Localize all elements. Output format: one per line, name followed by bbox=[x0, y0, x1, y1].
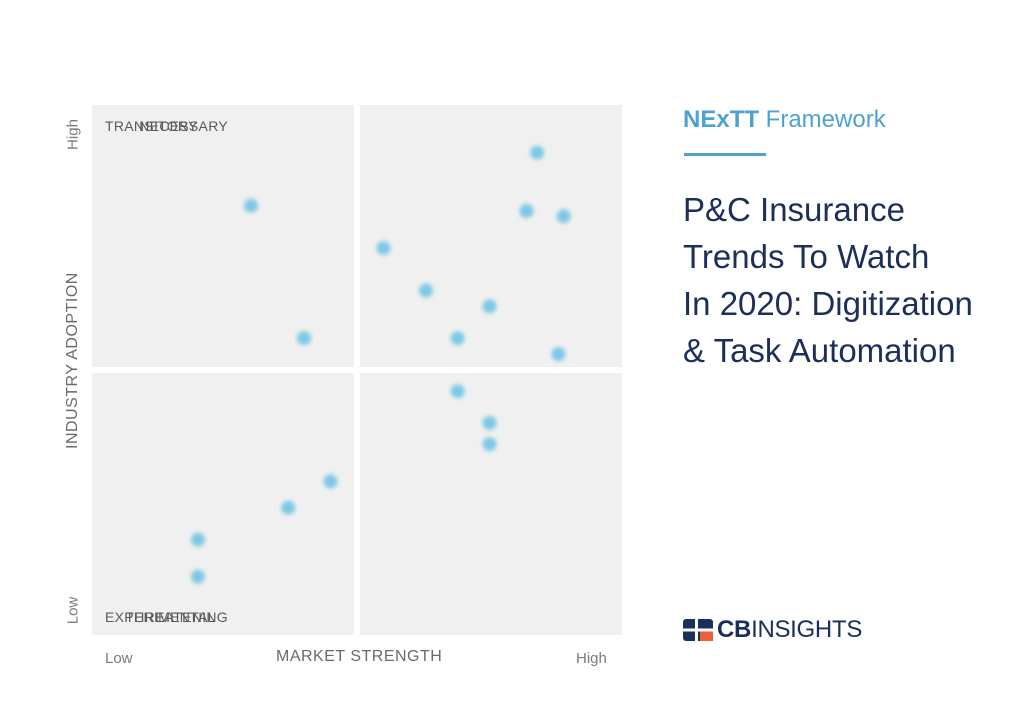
quadrant-label-threatening: THREATENING bbox=[125, 609, 228, 625]
title-divider bbox=[684, 153, 766, 156]
scatter-point-11 bbox=[450, 384, 465, 399]
y-axis-low-label: Low bbox=[64, 596, 82, 625]
headline-line: Trends To Watch bbox=[683, 238, 930, 275]
quadrant-label-transitory: TRANSITORY bbox=[105, 118, 198, 134]
scatter-point-16 bbox=[191, 532, 205, 547]
scatter-point-1 bbox=[530, 145, 545, 160]
quadrant-label-experimental: EXPERIMENTAL bbox=[105, 609, 216, 625]
scatter-point-10 bbox=[551, 347, 566, 362]
headline-line: & Task Automation bbox=[683, 332, 956, 369]
scatter-point-8 bbox=[297, 331, 311, 346]
scatter-point-12 bbox=[482, 416, 497, 430]
x-axis-low-label: Low bbox=[105, 650, 133, 667]
scatter-plot bbox=[191, 145, 571, 584]
scatter-point-2 bbox=[519, 204, 534, 218]
headline-line: In 2020: Digitization bbox=[683, 285, 973, 322]
framework-title-rest: Framework bbox=[759, 106, 886, 133]
chart: TRANSITORY NECESSARY EXPERIMENTAL THREAT… bbox=[64, 105, 622, 667]
scatter-point-17 bbox=[191, 569, 205, 584]
scatter-point-9 bbox=[450, 331, 465, 346]
scatter-point-13 bbox=[482, 437, 497, 452]
scatter-point-7 bbox=[482, 299, 497, 314]
x-axis-high-label: High bbox=[576, 650, 607, 667]
framework-title-bold: NExTT bbox=[683, 106, 760, 133]
scatter-point-3 bbox=[556, 209, 571, 224]
y-axis-title: INDUSTRY ADOPTION bbox=[64, 272, 81, 449]
headline-line: P&C Insurance bbox=[683, 191, 905, 228]
logo-cb: CB bbox=[717, 616, 752, 643]
scatter-point-14 bbox=[323, 474, 338, 489]
framework-title: NExTT Framework bbox=[683, 106, 886, 134]
quadrant-label-necessary: NECESSARY bbox=[139, 118, 228, 134]
headline: P&C Insurance Trends To Watch In 2020: D… bbox=[683, 186, 1013, 374]
scatter-point-6 bbox=[418, 283, 433, 298]
quadrant-top-left bbox=[92, 105, 354, 367]
scatter-point-15 bbox=[281, 500, 296, 515]
cbinsights-mark-icon bbox=[683, 619, 713, 641]
y-axis-high-label: High bbox=[64, 119, 82, 150]
quadrant-top-right bbox=[360, 105, 622, 367]
cbinsights-logo: CBINSIGHTS bbox=[683, 616, 863, 643]
scatter-point-4 bbox=[244, 198, 258, 213]
quadrant-bottom-left bbox=[92, 373, 354, 635]
scatter-point-5 bbox=[376, 241, 391, 256]
x-axis-title: MARKET STRENGTH bbox=[276, 648, 443, 665]
logo-insights: INSIGHTS bbox=[751, 616, 863, 643]
